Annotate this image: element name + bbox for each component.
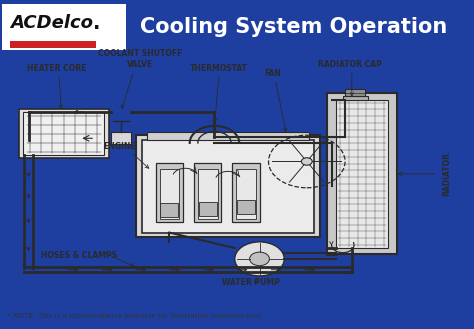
Text: RADIATOR: RADIATOR [442,152,451,196]
Text: .: . [93,14,101,33]
Bar [2,4,126,50]
Bar [336,100,388,248]
Text: * NOTE: This is a representative example for illustrative purposes only.: * NOTE: This is a representative example… [7,314,263,319]
Text: FAN: FAN [264,69,282,78]
Text: ACDelco: ACDelco [10,14,93,32]
Circle shape [250,252,269,266]
Text: HOSES & CLAMPS: HOSES & CLAMPS [41,251,118,260]
Text: THERMOSTAT: THERMOSTAT [190,64,248,73]
Circle shape [301,158,312,165]
Text: COOLANT SHUTOFF
VALVE: COOLANT SHUTOFF VALVE [98,49,182,69]
Text: ENGINE: ENGINE [104,142,136,151]
Bar [160,203,178,217]
Text: Cooling System Operation: Cooling System Operation [140,17,447,37]
Bar [147,132,309,140]
Circle shape [235,242,284,276]
Bar [111,132,131,144]
Bar [194,163,221,222]
Bar [343,96,368,100]
Text: RADIATOR CAP: RADIATOR CAP [318,60,382,69]
Bar [232,163,259,222]
Bar [327,93,397,254]
Text: HEATER CORE: HEATER CORE [27,64,87,73]
Bar [156,163,183,222]
Bar [198,169,218,219]
Bar [199,202,217,215]
Bar [18,109,109,158]
Bar [10,41,96,48]
Bar [237,200,255,214]
Bar [142,140,313,233]
Bar [136,135,320,237]
Bar [236,169,256,219]
Bar [205,138,224,148]
Bar [23,112,104,155]
Text: WATER PUMP: WATER PUMP [221,278,280,287]
Bar [160,169,179,219]
Bar [345,89,365,96]
